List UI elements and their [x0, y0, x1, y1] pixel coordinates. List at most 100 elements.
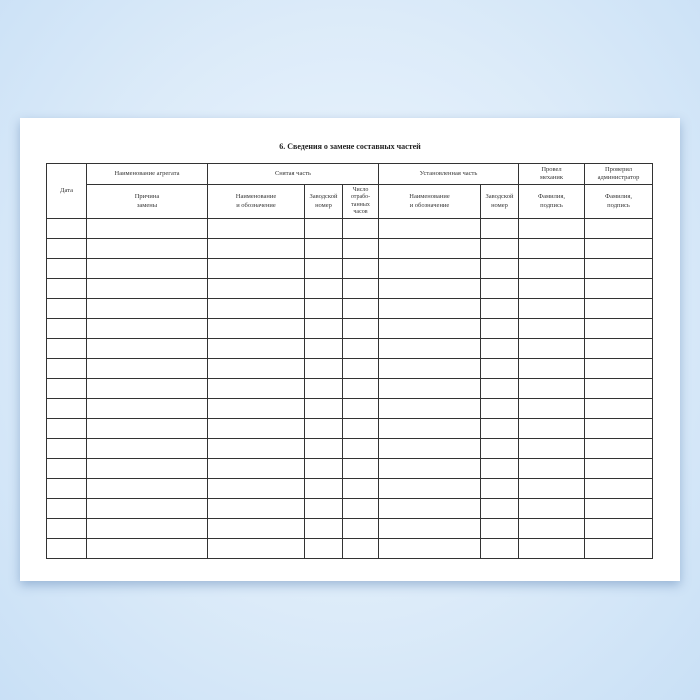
table-cell[interactable] — [378, 498, 481, 519]
table-cell[interactable] — [518, 538, 585, 559]
table-cell[interactable] — [378, 418, 481, 439]
table-cell[interactable] — [518, 358, 585, 379]
table-cell[interactable] — [518, 338, 585, 359]
table-cell[interactable] — [342, 298, 379, 319]
table-cell[interactable] — [207, 518, 305, 539]
table-cell[interactable] — [86, 398, 208, 419]
table-cell[interactable] — [342, 358, 379, 379]
table-cell[interactable] — [378, 278, 481, 299]
table-cell[interactable] — [304, 338, 343, 359]
table-cell[interactable] — [46, 278, 87, 299]
table-cell[interactable] — [584, 478, 653, 499]
table-cell[interactable] — [86, 258, 208, 279]
table-cell[interactable] — [86, 298, 208, 319]
table-cell[interactable] — [207, 338, 305, 359]
table-cell[interactable] — [86, 278, 208, 299]
table-cell[interactable] — [378, 298, 481, 319]
table-cell[interactable] — [342, 218, 379, 239]
table-cell[interactable] — [378, 238, 481, 259]
table-cell[interactable] — [207, 358, 305, 379]
table-cell[interactable] — [378, 478, 481, 499]
table-cell[interactable] — [46, 298, 87, 319]
table-cell[interactable] — [342, 418, 379, 439]
table-cell[interactable] — [518, 398, 585, 419]
table-cell[interactable] — [342, 258, 379, 279]
table-cell[interactable] — [207, 298, 305, 319]
table-cell[interactable] — [584, 458, 653, 479]
table-cell[interactable] — [207, 278, 305, 299]
table-cell[interactable] — [584, 398, 653, 419]
table-cell[interactable] — [342, 458, 379, 479]
table-cell[interactable] — [342, 438, 379, 459]
table-cell[interactable] — [304, 538, 343, 559]
table-cell[interactable] — [86, 498, 208, 519]
table-cell[interactable] — [378, 218, 481, 239]
table-cell[interactable] — [304, 358, 343, 379]
table-cell[interactable] — [46, 438, 87, 459]
table-cell[interactable] — [584, 258, 653, 279]
table-cell[interactable] — [342, 398, 379, 419]
table-cell[interactable] — [584, 318, 653, 339]
table-cell[interactable] — [480, 298, 519, 319]
table-cell[interactable] — [46, 258, 87, 279]
table-cell[interactable] — [518, 278, 585, 299]
table-cell[interactable] — [518, 318, 585, 339]
table-cell[interactable] — [378, 458, 481, 479]
table-cell[interactable] — [518, 298, 585, 319]
table-cell[interactable] — [46, 458, 87, 479]
table-cell[interactable] — [304, 498, 343, 519]
table-cell[interactable] — [518, 238, 585, 259]
table-cell[interactable] — [86, 338, 208, 359]
table-cell[interactable] — [584, 218, 653, 239]
table-cell[interactable] — [342, 378, 379, 399]
table-cell[interactable] — [46, 538, 87, 559]
table-cell[interactable] — [480, 498, 519, 519]
table-cell[interactable] — [207, 438, 305, 459]
table-cell[interactable] — [46, 218, 87, 239]
table-cell[interactable] — [584, 378, 653, 399]
table-cell[interactable] — [46, 238, 87, 259]
table-cell[interactable] — [207, 258, 305, 279]
table-cell[interactable] — [304, 438, 343, 459]
table-cell[interactable] — [518, 218, 585, 239]
table-cell[interactable] — [86, 378, 208, 399]
table-cell[interactable] — [46, 378, 87, 399]
table-cell[interactable] — [304, 258, 343, 279]
table-cell[interactable] — [378, 258, 481, 279]
table-cell[interactable] — [86, 318, 208, 339]
table-cell[interactable] — [86, 478, 208, 499]
table-cell[interactable] — [207, 378, 305, 399]
table-cell[interactable] — [46, 498, 87, 519]
table-cell[interactable] — [207, 318, 305, 339]
table-cell[interactable] — [480, 518, 519, 539]
table-cell[interactable] — [304, 398, 343, 419]
table-cell[interactable] — [584, 358, 653, 379]
table-cell[interactable] — [378, 438, 481, 459]
table-cell[interactable] — [480, 458, 519, 479]
table-cell[interactable] — [480, 438, 519, 459]
table-cell[interactable] — [342, 238, 379, 259]
table-cell[interactable] — [480, 398, 519, 419]
table-cell[interactable] — [518, 518, 585, 539]
table-cell[interactable] — [378, 398, 481, 419]
table-cell[interactable] — [304, 458, 343, 479]
table-cell[interactable] — [86, 518, 208, 539]
table-cell[interactable] — [378, 318, 481, 339]
table-cell[interactable] — [86, 358, 208, 379]
table-cell[interactable] — [480, 418, 519, 439]
table-cell[interactable] — [584, 278, 653, 299]
table-cell[interactable] — [304, 418, 343, 439]
table-cell[interactable] — [304, 278, 343, 299]
table-cell[interactable] — [584, 418, 653, 439]
table-cell[interactable] — [46, 518, 87, 539]
table-cell[interactable] — [46, 478, 87, 499]
table-cell[interactable] — [46, 418, 87, 439]
table-cell[interactable] — [86, 458, 208, 479]
table-cell[interactable] — [342, 518, 379, 539]
table-cell[interactable] — [584, 518, 653, 539]
table-cell[interactable] — [480, 258, 519, 279]
table-cell[interactable] — [480, 378, 519, 399]
table-cell[interactable] — [304, 298, 343, 319]
table-cell[interactable] — [480, 318, 519, 339]
table-cell[interactable] — [304, 218, 343, 239]
